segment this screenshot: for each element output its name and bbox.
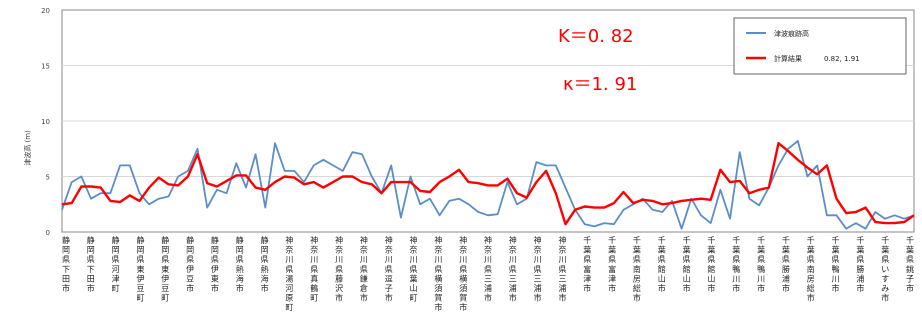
annotation-k: K＝0. 82 <box>558 26 634 47</box>
x-category-label: 千葉県館山市 <box>707 235 715 293</box>
x-category-label: 神奈川県三浦市 <box>509 235 517 303</box>
y-tick-label: 10 <box>41 118 50 126</box>
x-category-label: 静岡県下田市 <box>62 235 70 293</box>
annotation-kappa: κ＝1. 91 <box>563 74 637 95</box>
y-tick-label: 20 <box>41 7 50 15</box>
x-category-label: 神奈川県横須賀市 <box>459 235 467 312</box>
x-category-label: 千葉県勝浦市 <box>856 235 864 293</box>
x-category-label: 神奈川県横須賀市 <box>434 235 442 312</box>
x-category-label: 静岡県東伊豆町 <box>161 235 169 303</box>
x-category-label: 千葉県銚子市 <box>906 235 914 293</box>
x-category-label: 千葉県富津市 <box>608 235 616 293</box>
legend-computed-params: 0.82, 1.91 <box>824 55 860 63</box>
series-line-computed <box>61 141 915 226</box>
x-category-label: 千葉県鴨川市 <box>832 235 840 293</box>
x-category-label: 千葉県鴨川市 <box>757 235 765 293</box>
x-category-label: 静岡県河津町 <box>112 235 120 293</box>
legend-box <box>733 17 907 75</box>
x-category-label: 神奈川県藤沢市 <box>335 235 343 303</box>
x-category-label: 千葉県いすみ市 <box>881 235 889 303</box>
y-tick-label: 15 <box>41 63 50 71</box>
x-axis-category-labels: 静岡県下田市 静岡県下田市 静岡県河津町 静岡県東伊豆町 静岡県東伊豆町 静岡県伊豆市 静岡… <box>62 235 914 312</box>
x-category-label: 神奈川県真鶴町 <box>310 235 318 303</box>
y-tick-label: 5 <box>46 174 50 182</box>
x-category-label: 静岡県下田市 <box>87 235 95 293</box>
legend-label-observed: 津波痕跡高 <box>774 29 809 38</box>
legend-label-computed: 計算結果 <box>774 54 802 63</box>
x-category-label: 千葉県南房総市 <box>633 235 641 303</box>
x-category-label: 神奈川県三浦市 <box>534 235 542 303</box>
y-axis-label: 津波高 (m) <box>23 130 32 166</box>
x-category-label: 神奈川県三浦市 <box>484 235 492 303</box>
x-category-label: 神奈川県三浦市 <box>559 235 567 303</box>
x-category-label: 静岡県熱海市 <box>261 235 269 293</box>
series-lines <box>61 140 915 230</box>
x-category-label: 静岡県伊東市 <box>211 235 219 293</box>
x-category-label: 神奈川県鎌倉市 <box>360 235 368 303</box>
x-category-label: 静岡県伊豆市 <box>186 235 194 293</box>
x-category-label: 千葉県館山市 <box>683 235 691 293</box>
x-category-label: 静岡県東伊豆町 <box>137 235 145 303</box>
x-category-label: 千葉県鴨川市 <box>732 235 740 293</box>
series-line-observed <box>61 140 915 230</box>
x-category-label: 静岡県熱海市 <box>236 235 244 293</box>
legend: 津波痕跡高 計算結果 0.82, 1.91 <box>733 17 907 75</box>
y-axis-ticks: 0 5 10 15 20 <box>41 7 50 237</box>
x-category-label: 千葉県勝浦市 <box>782 235 790 293</box>
x-category-label: 神奈川県葉山町 <box>410 235 418 303</box>
x-category-label: 神奈川県逗子市 <box>385 235 393 303</box>
x-category-label: 千葉県館山市 <box>658 235 666 293</box>
x-category-label: 千葉県南房総市 <box>807 235 815 303</box>
y-tick-label: 0 <box>46 229 50 237</box>
x-category-label: 神奈川県湯河原町 <box>285 235 293 312</box>
x-category-label: 千葉県富津市 <box>583 235 591 293</box>
